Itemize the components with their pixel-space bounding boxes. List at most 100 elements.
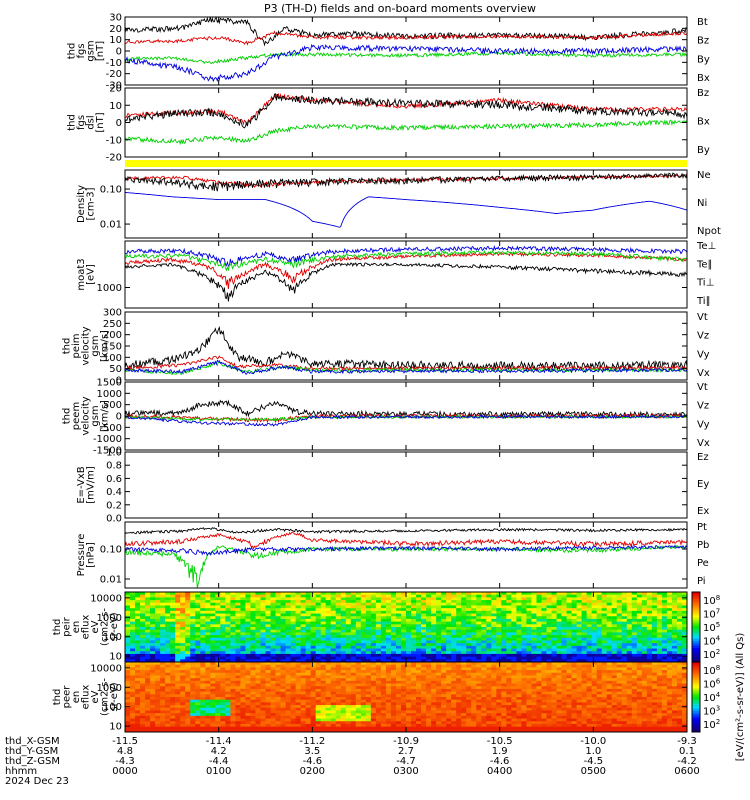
spectrogram-cell [205, 705, 211, 709]
spectrogram-cell [385, 675, 392, 679]
spectrogram-cell [496, 648, 502, 652]
spectrogram-cell [235, 691, 241, 695]
y-axis-label-line: en [71, 621, 82, 634]
spectrogram-cell [195, 621, 201, 625]
spectrogram-cell [370, 688, 377, 693]
spectrogram-cell [290, 697, 297, 701]
spectrogram-cell [305, 618, 312, 623]
spectrogram-cell [230, 672, 236, 676]
spectrogram-cell [170, 678, 176, 682]
spectrogram-cell [616, 635, 623, 639]
spectrogram-cell [235, 662, 241, 666]
spectrogram-cell [416, 640, 422, 644]
spectrogram-cell [335, 683, 342, 687]
spectrogram-cell [135, 640, 141, 644]
spectrogram-cell [621, 640, 628, 644]
spectrogram-cell [571, 600, 578, 604]
spectrogram-cell [426, 721, 432, 725]
spectrogram-cell [526, 618, 532, 623]
spectrogram-cell [551, 608, 557, 612]
spectrogram-cell [280, 629, 286, 633]
spectrogram-cell [275, 705, 281, 709]
spectrogram-cell [310, 602, 317, 606]
spectrogram-cell [531, 627, 537, 631]
spectrogram-cell [340, 594, 347, 598]
spectrogram-cell [606, 605, 613, 609]
spectrogram-cell [180, 729, 186, 733]
spectrogram-cell [320, 624, 327, 628]
spectrogram-cell [185, 718, 191, 722]
spectrogram-cell [275, 683, 281, 687]
spectrogram-cell [235, 653, 241, 658]
spectrogram-cell [160, 729, 166, 733]
spectrogram-cell [601, 656, 608, 660]
spectrogram-cell [561, 624, 567, 628]
spectrogram-cell [265, 713, 271, 717]
spectrogram-cell [446, 629, 452, 633]
spectrogram-cell [426, 664, 432, 668]
spectrogram-cell [536, 629, 542, 633]
spectrogram-cell [265, 610, 271, 614]
spectrogram-cell [295, 675, 302, 679]
spectrogram-cell [260, 597, 266, 601]
spectrogram-cell [150, 621, 156, 625]
spectrogram-cell [596, 616, 603, 620]
spectrogram-cell [421, 672, 427, 676]
spectrogram-cell [451, 613, 457, 617]
spectrogram-cell [375, 707, 382, 711]
spectrogram-cell [370, 718, 377, 722]
spectrogram-cell [661, 600, 668, 604]
spectrogram-cell [165, 640, 171, 644]
spectrogram-cell [355, 683, 362, 687]
spectrogram-cell [165, 594, 171, 598]
spectrogram-cell [315, 592, 322, 596]
spectrogram-cell [421, 651, 427, 655]
spectrogram-cell [240, 616, 246, 620]
spectrogram-cell [275, 729, 281, 733]
spectrogram-cell [185, 723, 191, 728]
spectrogram-cell [516, 597, 522, 601]
spectrogram-cell [220, 672, 226, 676]
y-tick-label: 20 [109, 24, 122, 35]
spectrogram-cell [160, 686, 166, 690]
spectrogram-cell [185, 600, 191, 604]
spectrogram-cell [380, 656, 387, 660]
spectrogram-cell [235, 672, 241, 676]
spectrogram-cell [290, 664, 297, 668]
spectrogram-cell [571, 605, 578, 609]
spectrogram-cell [350, 729, 357, 733]
spectrogram-cell [446, 600, 452, 604]
spectrogram-cell [581, 659, 588, 663]
spectrogram-cell [300, 618, 307, 623]
spectrogram-cell [295, 672, 302, 676]
spectrogram-cell [275, 721, 281, 725]
spectrogram-cell [486, 600, 492, 604]
spectrogram-cell [411, 640, 417, 644]
spectrogram-cell [225, 707, 231, 711]
spectrogram-cell [411, 594, 417, 598]
spectrogram-cell [436, 694, 442, 698]
spectrogram-cell [230, 694, 236, 698]
spectrogram-cell [666, 613, 673, 617]
spectrogram-cell [215, 592, 221, 596]
spectrogram-cell [285, 670, 291, 674]
spectrogram-cell [380, 621, 387, 625]
spectrogram-cell [185, 715, 191, 719]
spectrogram-cell [355, 694, 362, 698]
spectrogram-cell [400, 605, 407, 609]
spectrogram-cell [390, 683, 397, 687]
spectrogram-cell [210, 670, 216, 674]
spectrogram-cell [350, 637, 357, 641]
spectrogram-cell [305, 702, 312, 706]
spectrogram-cell [265, 688, 271, 693]
series-line-Pe [124, 544, 688, 589]
spectrogram-cell [431, 705, 437, 709]
spectrogram-cell [360, 627, 367, 631]
spectrogram-cell [411, 597, 417, 601]
spectrogram-cell [395, 643, 402, 647]
spectrogram-cell [255, 613, 261, 617]
spectrogram-cell [305, 629, 312, 633]
spectrogram-cell [230, 729, 236, 733]
spectrogram-cell [190, 651, 196, 655]
spectrogram-cell [601, 621, 608, 625]
